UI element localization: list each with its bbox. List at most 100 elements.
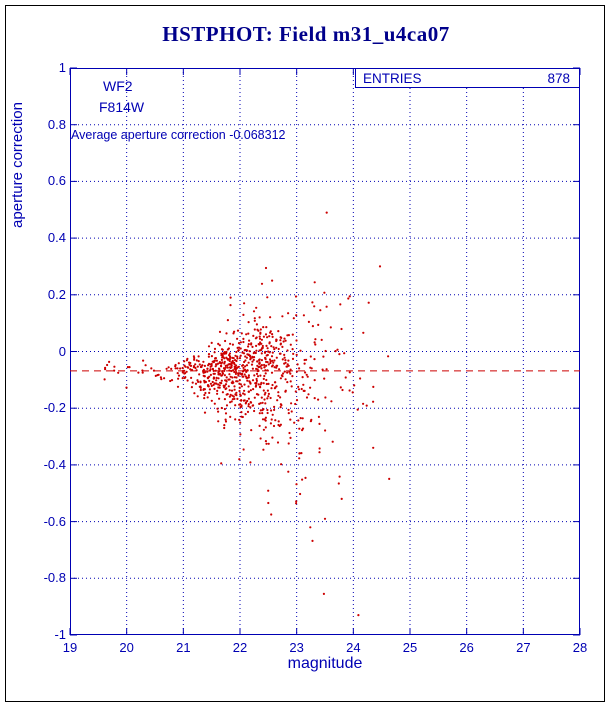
scatter-point (246, 353, 249, 356)
scatter-point (189, 364, 192, 367)
scatter-point (273, 366, 276, 369)
scatter-point (265, 442, 268, 445)
scatter-point (240, 411, 243, 414)
scatter-point (289, 368, 292, 371)
scatter-point (195, 359, 198, 362)
scatter-point (292, 317, 295, 320)
scatter-point (230, 389, 234, 392)
scatter-point (287, 470, 290, 473)
y-axis-label: aperture correction (9, 102, 26, 228)
scatter-point (217, 362, 220, 365)
scatter-point (253, 374, 256, 377)
scatter-point (194, 382, 198, 385)
scatter-point (243, 368, 247, 371)
scatter-point (199, 388, 202, 392)
scatter-point (271, 335, 274, 338)
scatter-point (282, 340, 285, 343)
scatter-point (259, 365, 262, 368)
scatter-point (277, 420, 280, 423)
scatter-point (213, 382, 216, 385)
scatter-point (266, 369, 269, 372)
scatter-point (272, 424, 276, 428)
scatter-point (325, 305, 328, 308)
scatter-point (264, 426, 267, 429)
scatter-point (249, 358, 252, 361)
x-tick-label: 27 (516, 640, 531, 655)
scatter-point (250, 343, 253, 346)
x-tick-label: 20 (119, 640, 134, 655)
scatter-point (217, 377, 220, 380)
scatter-point (283, 370, 286, 373)
scatter-point (304, 476, 307, 479)
scatter-point (261, 412, 264, 415)
scatter-point (259, 437, 262, 440)
scatter-point (108, 360, 111, 363)
x-tick-label: 26 (459, 640, 474, 655)
scatter-point (174, 367, 177, 370)
scatter-point (264, 402, 267, 405)
scatter-point (237, 374, 240, 377)
scatter-point (244, 355, 247, 358)
scatter-point (227, 385, 230, 388)
scatter-point (223, 369, 226, 372)
scatter-point (270, 409, 273, 412)
scatter-point (215, 363, 218, 366)
scatter-point (270, 387, 273, 390)
scatter-point (209, 382, 212, 385)
scatter-point (212, 372, 215, 375)
scatter-point (177, 362, 180, 365)
scatter-point (287, 359, 290, 362)
scatter-point (190, 376, 193, 379)
scatter-point (236, 397, 239, 400)
scatter-point (387, 355, 390, 358)
scatter-point (305, 396, 309, 399)
scatter-point (177, 374, 181, 377)
scatter-point (207, 385, 210, 388)
scatter-point (220, 462, 223, 465)
scatter-point (317, 323, 320, 326)
scatter-point (242, 392, 245, 395)
scatter-point (154, 374, 157, 377)
scatter-point (220, 379, 223, 382)
scatter-point (228, 395, 231, 398)
scatter-point (258, 361, 261, 364)
scatter-point (271, 359, 274, 362)
scatter-point (258, 316, 261, 319)
scatter-point (223, 398, 226, 401)
scatter-point (233, 388, 236, 391)
scatter-point (241, 375, 244, 378)
scatter-point (289, 343, 292, 346)
scatter-point (277, 391, 280, 394)
scatter-point (318, 451, 321, 454)
scatter-point (300, 452, 303, 455)
scatter-point (184, 365, 187, 368)
scatter-point (225, 356, 228, 359)
scatter-point (255, 372, 259, 375)
scatter-point (234, 368, 237, 371)
scatter-point (257, 383, 260, 386)
scatter-point (338, 475, 341, 478)
scatter-point (313, 281, 316, 284)
scatter-point (214, 365, 217, 368)
scatter-point (152, 369, 156, 372)
scatter-point (210, 341, 213, 344)
scatter-point (238, 357, 242, 360)
scatter-point (216, 389, 219, 392)
scatter-point (238, 386, 241, 389)
scatter-point (246, 399, 249, 403)
scatter-point (284, 389, 287, 392)
scatter-point (207, 353, 211, 356)
scatter-point (228, 359, 231, 363)
scatter-point (292, 352, 295, 355)
scatter-point (190, 386, 193, 389)
scatter-point (287, 312, 290, 315)
scatter-point (283, 337, 286, 340)
scatter-point (170, 379, 174, 382)
scatter-point (271, 383, 274, 387)
scatter-point (215, 376, 218, 379)
scatter-point (229, 342, 232, 345)
scatter-point (289, 372, 292, 375)
scatter-point (224, 366, 227, 369)
scatter-point (233, 330, 236, 333)
scatter-point (271, 413, 274, 416)
